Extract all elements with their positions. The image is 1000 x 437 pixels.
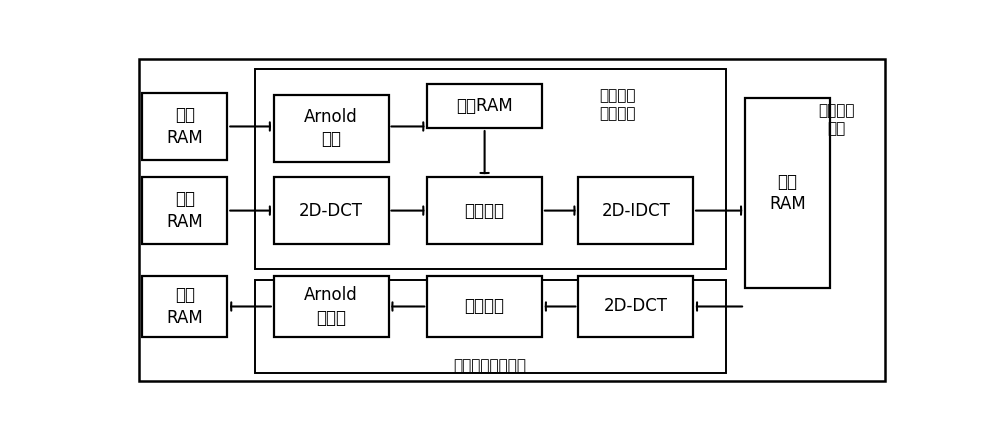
Text: 嵌入单元: 嵌入单元: [465, 201, 505, 219]
Text: Arnold
逆变换: Arnold 逆变换: [304, 286, 358, 326]
Bar: [578, 276, 693, 337]
Text: Arnold
变换: Arnold 变换: [304, 108, 358, 148]
Text: 提取
RAM: 提取 RAM: [166, 286, 203, 326]
Bar: [745, 98, 830, 288]
Text: 2D-DCT: 2D-DCT: [604, 298, 668, 316]
Bar: [274, 177, 388, 244]
Text: 数字水印提取模块: 数字水印提取模块: [453, 358, 526, 374]
Bar: [255, 280, 726, 373]
Text: 宿主
RAM: 宿主 RAM: [166, 191, 203, 231]
Bar: [427, 177, 542, 244]
Bar: [274, 276, 388, 337]
Bar: [255, 69, 726, 270]
Bar: [142, 276, 227, 337]
Text: 2D-IDCT: 2D-IDCT: [601, 201, 670, 219]
Text: 数字水印
模块: 数字水印 模块: [818, 103, 855, 136]
Bar: [427, 276, 542, 337]
Text: 提取单元: 提取单元: [465, 298, 505, 316]
Bar: [274, 94, 388, 162]
Bar: [578, 177, 693, 244]
Text: 2D-DCT: 2D-DCT: [299, 201, 363, 219]
Text: 数字水印
嵌入模块: 数字水印 嵌入模块: [599, 88, 635, 121]
Bar: [142, 177, 227, 244]
Text: 置乱RAM: 置乱RAM: [456, 97, 513, 115]
Text: 嵌入
RAM: 嵌入 RAM: [769, 173, 806, 213]
Bar: [427, 84, 542, 128]
Text: 水印
RAM: 水印 RAM: [166, 106, 203, 146]
Bar: [142, 93, 227, 160]
